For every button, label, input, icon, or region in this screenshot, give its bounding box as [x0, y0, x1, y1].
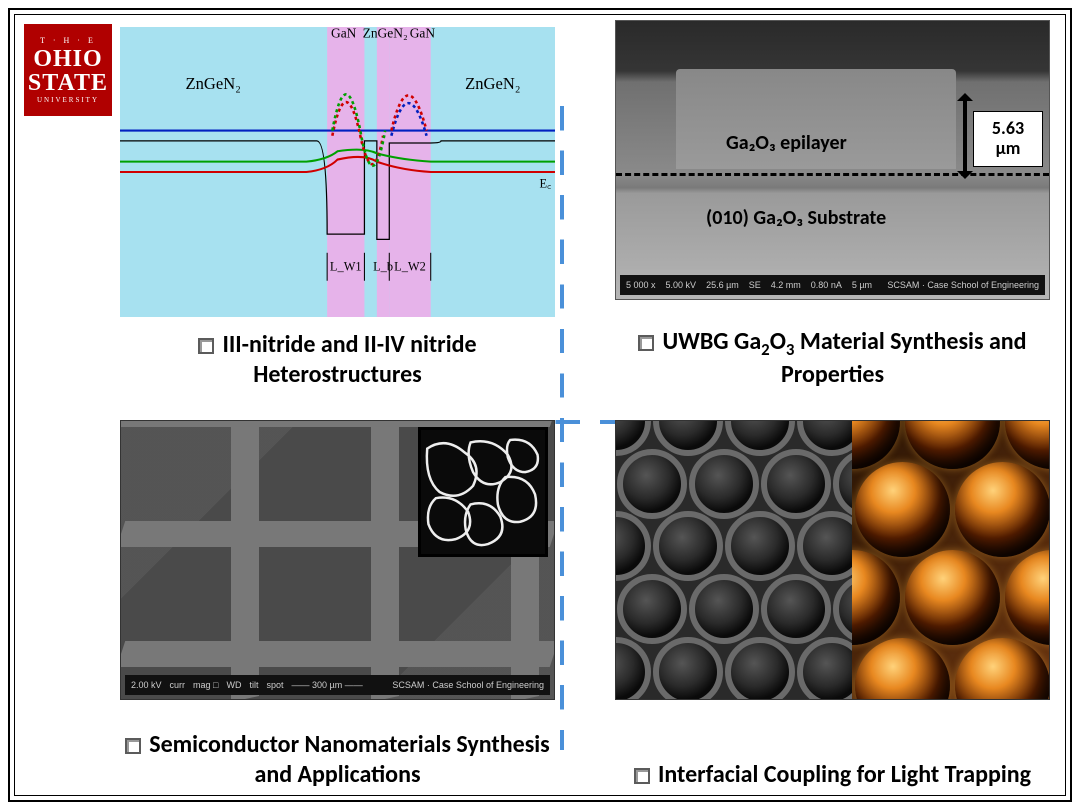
- quad-grid: GaN ZnGeN₂ GaN ZnGeN₂ ZnGeN₂ E꜀: [120, 20, 1050, 790]
- hex-hole: [653, 637, 723, 699]
- panelB-interface-line: [616, 173, 1049, 176]
- donut: [1005, 550, 1049, 645]
- panelD-figure: [615, 420, 1050, 754]
- panelB-thickness-unit: µm: [996, 139, 1021, 159]
- donut: [905, 550, 1000, 645]
- panelC-caption-text: Semiconductor Nanomaterials Synthesis an…: [149, 730, 550, 789]
- logo-line2: STATE: [24, 71, 112, 95]
- svg-text:E꜀: E꜀: [539, 177, 551, 191]
- bullet-icon: [198, 338, 214, 354]
- bullet-icon: [634, 768, 650, 784]
- panelB-caption: UWBG Ga2O3 Material Synthesis and Proper…: [615, 327, 1050, 390]
- logo-university: UNIVERSITY: [24, 97, 112, 104]
- donut: [955, 638, 1049, 700]
- panelB-thickness-box: 5.63 µm: [973, 111, 1043, 167]
- hex-hole: [833, 574, 852, 644]
- hex-hole: [689, 574, 759, 644]
- panelC-inset: [418, 427, 548, 557]
- hex-hole: [761, 574, 831, 644]
- panelC-sem: 2.00 kV curr mag □ WD tilt spot —— 300 µ…: [120, 420, 555, 700]
- panelB-scalebar: 5 000 x 5.00 kV 25.6 µm SE 4.2 mm 0.80 n…: [620, 275, 1045, 295]
- svg-text:L_W2: L_W2: [394, 259, 426, 273]
- panelB-sem: Ga₂O₃ epilayer (010) Ga₂O₃ Substrate 5.6…: [615, 20, 1050, 300]
- donut: [852, 421, 900, 469]
- panelD-caption-text: Interfacial Coupling for Light Trapping: [658, 760, 1031, 789]
- hex-hole: [725, 511, 795, 581]
- donut: [855, 638, 950, 700]
- ohio-state-logo: T · H · E OHIO STATE UNIVERSITY: [24, 24, 112, 116]
- panel-light-trapping: Interfacial Coupling for Light Trapping: [615, 420, 1050, 790]
- donut: [1005, 421, 1049, 469]
- panelB-figure: Ga₂O₃ epilayer (010) Ga₂O₃ Substrate 5.6…: [615, 20, 1050, 321]
- panel-nanomaterials: 2.00 kV curr mag □ WD tilt spot —— 300 µ…: [120, 420, 555, 790]
- panel-heterostructures: GaN ZnGeN₂ GaN ZnGeN₂ ZnGeN₂ E꜀: [120, 20, 555, 390]
- bullet-icon: [638, 335, 654, 351]
- panelB-substrate-label: (010) Ga₂O₃ Substrate: [706, 206, 886, 230]
- hex-hole: [617, 449, 687, 519]
- panelA-figure: GaN ZnGeN₂ GaN ZnGeN₂ ZnGeN₂ E꜀: [120, 20, 555, 324]
- panelB-epilayer-label: Ga₂O₃ epilayer: [726, 131, 847, 155]
- panelC-caption: Semiconductor Nanomaterials Synthesis an…: [120, 730, 555, 790]
- panelC-scalebar: 2.00 kV curr mag □ WD tilt spot —— 300 µ…: [125, 675, 550, 695]
- panelA-caption-text: III-nitride and II-IV nitride Heterostru…: [222, 330, 476, 389]
- svg-text:GaN: GaN: [331, 25, 357, 40]
- svg-text:GaN: GaN: [410, 25, 436, 40]
- donut: [852, 550, 900, 645]
- donut: [905, 421, 1000, 469]
- hex-hole: [616, 511, 651, 581]
- hex-hole: [653, 511, 723, 581]
- donut: [855, 462, 950, 557]
- svg-text:L_b: L_b: [373, 259, 393, 273]
- hex-hole: [761, 449, 831, 519]
- panelB-thickness-arrow: [963, 101, 967, 171]
- slide-content: T · H · E OHIO STATE UNIVERSITY GaN ZnGe…: [20, 20, 1060, 790]
- panelA-caption: III-nitride and II-IV nitride Heterostru…: [120, 330, 555, 390]
- panelB-caption-text: UWBG Ga2O3 Material Synthesis and Proper…: [662, 327, 1026, 389]
- hex-hole: [616, 637, 651, 699]
- panelA-svg: GaN ZnGeN₂ GaN ZnGeN₂ ZnGeN₂ E꜀: [120, 20, 555, 324]
- panelD-composite: [615, 420, 1050, 700]
- svg-text:ZnGeN₂: ZnGeN₂: [185, 74, 240, 93]
- panelD-caption: Interfacial Coupling for Light Trapping: [634, 760, 1031, 790]
- hex-hole: [689, 449, 759, 519]
- panelD-left: [616, 421, 852, 699]
- hex-hole: [833, 449, 852, 519]
- svg-text:ZnGeN₂: ZnGeN₂: [465, 74, 520, 93]
- panelC-figure: 2.00 kV curr mag □ WD tilt spot —— 300 µ…: [120, 420, 555, 724]
- panelD-right: [852, 421, 1049, 699]
- logo-line1: OHIO: [24, 47, 112, 71]
- svg-text:L_W1: L_W1: [330, 259, 362, 273]
- logo-the: T · H · E: [24, 37, 112, 45]
- hex-hole: [725, 637, 795, 699]
- panel-ga2o3: Ga₂O₃ epilayer (010) Ga₂O₃ Substrate 5.6…: [615, 20, 1050, 390]
- hex-hole: [797, 511, 852, 581]
- hex-hole: [797, 637, 852, 699]
- hex-hole: [617, 574, 687, 644]
- svg-text:ZnGeN₂: ZnGeN₂: [363, 25, 408, 40]
- bullet-icon: [125, 738, 141, 754]
- donut: [955, 462, 1049, 557]
